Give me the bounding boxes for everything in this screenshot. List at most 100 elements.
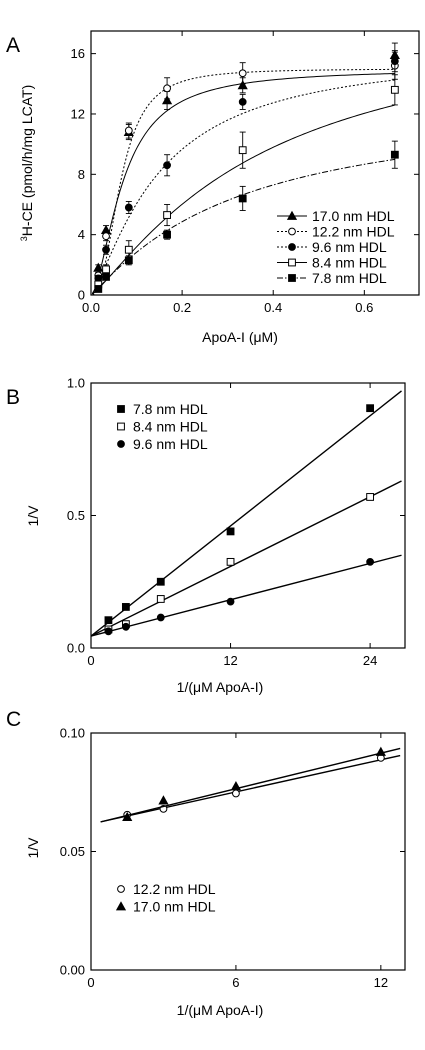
chart-0-series-3 (92, 74, 399, 295)
chart-0-x-tick-label: 0.2 (173, 300, 191, 315)
chart-1-x-tick-label: 12 (223, 653, 237, 668)
chart-1-panel-letter: B (6, 386, 20, 409)
chart-0-legend-marker (288, 243, 296, 251)
chart-1-y-tick-label: 0.5 (67, 508, 85, 523)
chart-0-series-1-point (238, 69, 247, 78)
chart-0-series-0-point (237, 80, 248, 90)
chart-0-frame (90, 30, 420, 296)
chart-0-x-tick-label: 0.4 (264, 300, 282, 315)
chart-1-series-1-regression-line (90, 480, 402, 637)
chart-0-series-2-point (390, 57, 399, 66)
chart-0-series-3-point (124, 245, 133, 254)
chart-1-y-axis-title: 1/V (25, 505, 41, 527)
chart-0-legend-label: 8.4 nm HDL (312, 255, 387, 271)
chart-0-series-4-point (163, 230, 171, 239)
chart-1: B 0 12 24 0.0 0.5 1.0 1/(μM ApoA-I) 1/V 7.8 nm HD… (6, 376, 406, 695)
chart-0-y-axis-title: 3H-CE (pmol/h/mg LCAT) (19, 85, 35, 241)
chart-1-series-0 (90, 390, 402, 637)
chart-2-series-0-point (232, 789, 240, 798)
chart-0-series-3-fit-curve (92, 104, 395, 295)
chart-1-series-1-point (226, 557, 235, 566)
chart-1-series-1-point (156, 595, 165, 603)
chart-2-series-1-regression-line (100, 747, 401, 823)
chart-0-y-tick-label: 4 (78, 227, 85, 242)
chart-1-series-1 (90, 480, 402, 637)
chart-2-legend-label: 17.0 nm HDL (133, 899, 216, 915)
chart-1-series-2-point (121, 622, 130, 631)
chart-2-x-tick-label: 6 (232, 975, 239, 990)
chart-2-series-0-regression-line (100, 754, 401, 823)
chart-2-legend: 12.2 nm HDL 17.0 nm HDL (115, 881, 216, 915)
chart-2-series-1 (100, 746, 401, 823)
chart-0-legend-label: 17.0 nm HDL (312, 208, 395, 224)
chart-1-legend-label: 9.6 nm HDL (133, 436, 208, 452)
chart-0-series-3-point (390, 85, 399, 94)
chart-2-y-tick-label: 0.00 (60, 963, 85, 978)
chart-0-series-4-point (94, 285, 103, 293)
chart-1-legend-marker (117, 422, 125, 431)
chart-1-series-2-point (104, 627, 113, 636)
chart-1-legend-label: 7.8 nm HDL (133, 401, 208, 417)
chart-2-series-0 (100, 753, 401, 823)
chart-0: A 0.0 0.2 0.4 0.6 0 4 8 12 16 ApoA-I (μM) 3H-CE (pm… (6, 30, 420, 345)
chart-1-series-0-point (104, 616, 113, 625)
chart-1-x-tick-label: 0 (87, 653, 94, 668)
chart-1-series-2-point (366, 557, 375, 566)
chart-0-panel-letter: A (6, 34, 20, 57)
chart-0-legend-marker (288, 274, 296, 282)
chart-1-series-0-point (121, 603, 130, 611)
chart-0-series-1-point (124, 126, 133, 135)
chart-0-series-2-point (124, 203, 133, 212)
chart-1-series-2 (90, 554, 402, 637)
chart-0-series-3-point (238, 146, 247, 155)
chart-2-series-1-point (158, 795, 169, 805)
chart-1-series-2-point (226, 597, 235, 606)
chart-2: C 0 6 12 0.00 0.05 0.10 1/(μM ApoA-I) 1/V 12.2 nm… (6, 708, 406, 1018)
chart-0-series-2-point (102, 245, 110, 254)
chart-1-x-axis-title: 1/(μM ApoA-I) (177, 679, 264, 695)
chart-2-y-axis-title: 1/V (25, 837, 41, 859)
chart-0-legend-marker (286, 210, 298, 220)
chart-0-series-1-point (163, 84, 171, 93)
chart-0-x-tick-label: 0.0 (82, 300, 100, 315)
chart-2-legend-marker (117, 885, 125, 893)
chart-0-x-tick-label: 0.6 (355, 300, 373, 315)
chart-0-y-tick-label: 8 (78, 167, 85, 182)
chart-0-legend-marker (288, 227, 296, 236)
chart-1-series-2-point (156, 613, 165, 622)
chart-0-series-2-point (163, 161, 171, 170)
chart-2-x-axis-title: 1/(μM ApoA-I) (177, 1002, 264, 1018)
chart-1-series-1-point (366, 493, 375, 501)
chart-1-series-2-regression-line (90, 554, 402, 637)
chart-2-legend-marker (115, 901, 127, 911)
chart-2-x-tick-label: 0 (87, 975, 94, 990)
chart-0-series-4-point (102, 272, 110, 281)
chart-2-y-tick-label: 0.10 (60, 726, 85, 741)
chart-0-series-4 (92, 140, 399, 295)
chart-1-y-tick-label: 1.0 (67, 376, 85, 391)
chart-0-series-0-point (93, 262, 104, 272)
chart-1-y-tick-label: 0.0 (67, 641, 85, 656)
chart-0-y-axis-title-text: H-CE (pmol/h/mg LCAT) (19, 85, 35, 236)
chart-0-y-axis-title-sup: 3 (19, 236, 29, 241)
chart-1-legend-marker (117, 440, 125, 448)
chart-1-legend-marker (117, 405, 125, 413)
chart-0-series-3-point (163, 211, 171, 219)
chart-0-legend-label: 12.2 nm HDL (312, 224, 395, 240)
chart-0-series-2 (91, 50, 399, 294)
chart-2-panel-letter: C (6, 708, 21, 731)
chart-0-legend-marker (288, 258, 296, 267)
chart-1-series-0-point (366, 404, 375, 413)
chart-0-legend-label: 7.8 nm HDL (312, 270, 387, 286)
chart-0-y-tick-label: 12 (71, 106, 85, 121)
chart-0-legend-label: 9.6 nm HDL (312, 239, 387, 255)
chart-1-x-tick-label: 24 (363, 653, 377, 668)
chart-1-series-0-regression-line (90, 390, 402, 637)
chart-0-series-2-point (238, 98, 247, 106)
chart-2-y-tick-label: 0.05 (60, 844, 85, 859)
chart-2-legend-label: 12.2 nm HDL (133, 881, 216, 897)
chart-0-y-tick-label: 0 (78, 288, 85, 303)
chart-1-legend-label: 8.4 nm HDL (133, 419, 208, 435)
